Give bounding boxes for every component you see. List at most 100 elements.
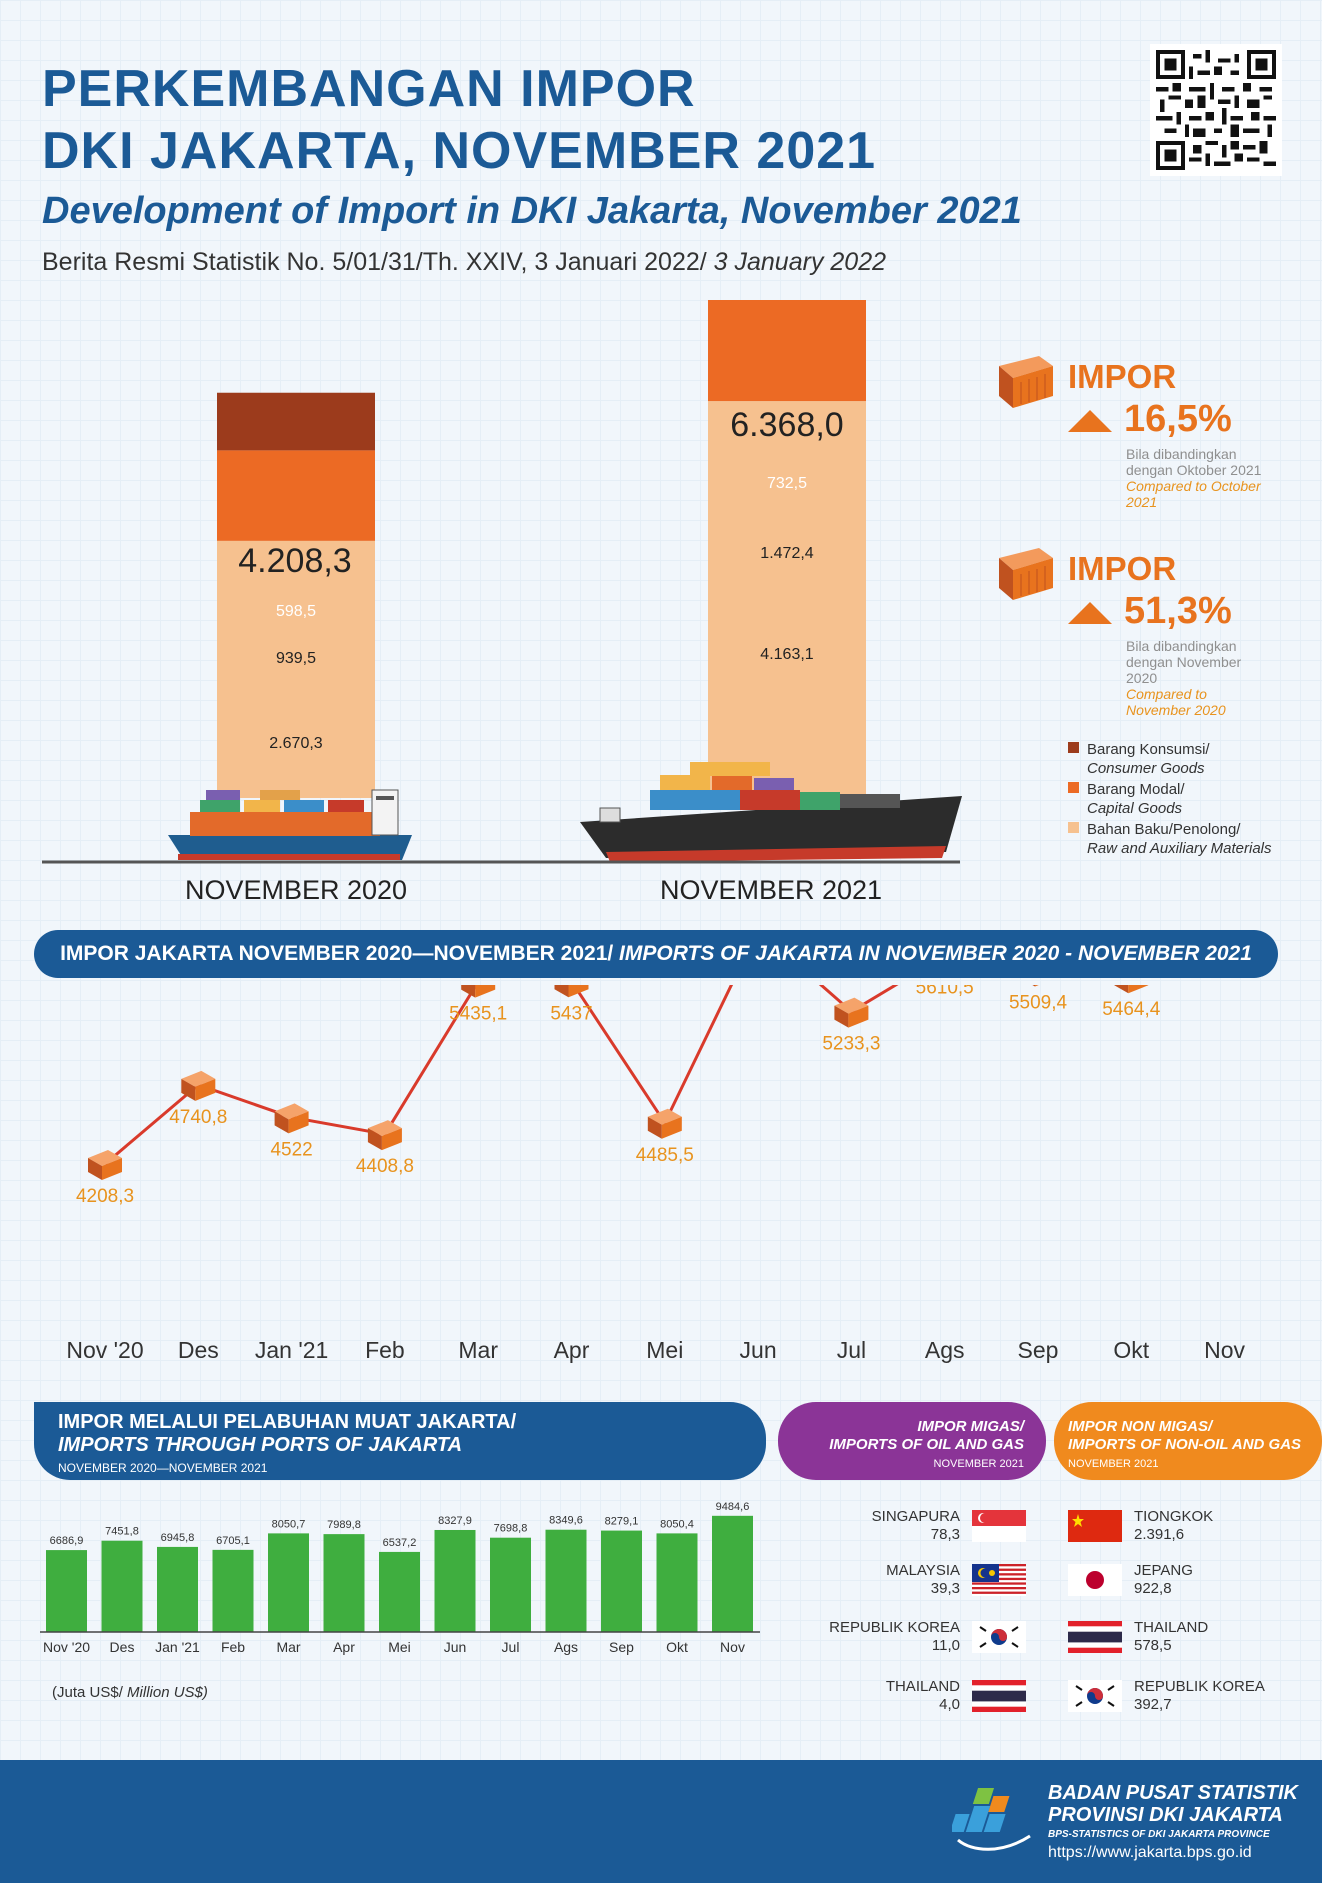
x-tick-label: Jul xyxy=(837,1337,866,1363)
x-tick-label: Jan '21 xyxy=(155,1639,200,1655)
footer-org: BADAN PUSAT STATISTIK PROVINSI DKI JAKAR… xyxy=(1048,1782,1298,1862)
data-label: 4740,8 xyxy=(169,1107,227,1128)
qr-code-icon[interactable] xyxy=(1150,44,1282,176)
country-name: TIONGKOK xyxy=(1134,1508,1214,1525)
country-name: REPUBLIK KOREA xyxy=(1134,1678,1265,1695)
growth-mom-note-id: Bila dibandingkan dengan Oktober 2021 xyxy=(1126,446,1262,478)
bar-value-label: 9484,6 xyxy=(716,1501,750,1513)
capital-goods-segment xyxy=(708,300,866,402)
nonoil-country-1: TIONGKOK 2.391,6 xyxy=(1134,1508,1314,1544)
x-tick-label: Mar xyxy=(276,1639,300,1655)
bar-value-label: 8327,9 xyxy=(438,1515,472,1527)
ports-unit: (Juta US$/ Million US$) xyxy=(52,1684,208,1701)
country-name: JEPANG xyxy=(1134,1562,1193,1579)
non-oil-gas-period: NOVEMBER 2021 xyxy=(1068,1458,1159,1470)
container-icon xyxy=(999,356,1053,408)
raw-materials-segment xyxy=(708,401,866,802)
data-label: 5509,4 xyxy=(1009,993,1068,1014)
port-bar xyxy=(712,1515,753,1632)
data-point-container-icon xyxy=(461,985,496,998)
data-label: 5435,1 xyxy=(449,1004,507,1025)
triangle-up-icon xyxy=(1068,602,1112,624)
country-value: 78,3 xyxy=(930,1526,960,1543)
data-point-container-icon xyxy=(834,997,869,1028)
x-tick-label: Mar xyxy=(458,1337,498,1363)
non-oil-gas-title-en: IMPORTS OF NON-OIL AND GAS xyxy=(1068,1436,1302,1453)
ports-unit-en: Million US$) xyxy=(122,1684,208,1701)
x-tick-label: Sep xyxy=(609,1639,634,1655)
ports-period: NOVEMBER 2020—NOVEMBER 2021 xyxy=(58,1461,268,1475)
x-tick-label: Okt xyxy=(1113,1337,1149,1363)
release-info: Berita Resmi Statistik No. 5/01/31/Th. X… xyxy=(42,248,886,277)
country-name: THAILAND xyxy=(1134,1619,1209,1636)
x-tick-label: Nov xyxy=(1204,1337,1245,1363)
country-value: 4,0 xyxy=(939,1696,960,1713)
legend-label-en: Capital Goods xyxy=(1087,800,1183,817)
malaysia-flag-icon xyxy=(972,1564,1026,1596)
ports-title-id: IMPOR MELALUI PELABUHAN MUAT JAKARTA/ xyxy=(58,1411,517,1433)
singapore-flag-icon xyxy=(972,1510,1026,1542)
release-text: Berita Resmi Statistik No. 5/01/31/Th. X… xyxy=(42,248,707,276)
port-bar xyxy=(46,1550,87,1632)
x-tick-label: Apr xyxy=(554,1337,590,1363)
port-bar xyxy=(434,1529,476,1632)
footer-org-line1: BADAN PUSAT STATISTIK xyxy=(1048,1782,1298,1804)
port-bar xyxy=(212,1549,254,1632)
non-oil-gas-title-id: IMPOR NON MIGAS/ xyxy=(1068,1418,1213,1435)
release-text-en: 3 January 2022 xyxy=(706,248,886,276)
thailand-flag-icon xyxy=(972,1680,1026,1712)
x-tick-label: Feb xyxy=(365,1337,405,1363)
ports-bar-chart: 6686,9 Nov '20 7451,8 Des 6945,8 Jan '21 6705,… xyxy=(40,1501,760,1655)
bar-value-label: 7698,8 xyxy=(494,1523,528,1535)
banner-text: IMPOR JAKARTA NOVEMBER 2020—NOVEMBER 202… xyxy=(60,942,620,965)
stacked-bar-group xyxy=(217,300,866,802)
period-2021-label: NOVEMBER 2021 xyxy=(659,875,883,905)
data-label: 5464,4 xyxy=(1102,999,1161,1020)
port-bar xyxy=(545,1529,587,1632)
ports-unit-id: (Juta US$/ xyxy=(52,1684,123,1701)
footer: BADAN PUSAT STATISTIK PROVINSI DKI JAKAR… xyxy=(0,1760,1322,1883)
port-bar xyxy=(379,1551,420,1632)
legend-label: Barang Modal/ xyxy=(1087,781,1185,798)
line-x-axis: Nov '20 Des Jan '21 Feb Mar Apr Mei Jun Jul Ags Se… xyxy=(66,1337,1245,1363)
oil-country-2: MALAYSIA 39,3 xyxy=(790,1562,960,1598)
oil-gas-header: IMPOR MIGAS/ IMPORTS OF OIL AND GAS NOVE… xyxy=(778,1402,1046,1480)
page-title: PERKEMBANGAN IMPOR DKI JAKARTA, NOVEMBER… xyxy=(42,58,876,182)
banner-text-en: IMPORTS OF JAKARTA IN NOVEMBER 2020 - NO… xyxy=(619,942,1252,965)
triangle-up-icon xyxy=(1068,410,1112,432)
non-oil-gas-header: IMPOR NON MIGAS/ IMPORTS OF NON-OIL AND … xyxy=(1054,1402,1322,1480)
x-tick-label: Des xyxy=(110,1639,135,1655)
bar-value-label: 8279,1 xyxy=(605,1516,639,1528)
x-tick-label: Mei xyxy=(646,1337,683,1363)
data-point-container-icon xyxy=(1114,985,1149,994)
total-2020: 4.208,3 xyxy=(238,542,352,580)
country-name: THAILAND xyxy=(885,1678,960,1695)
growth-mom-note-en: Compared to October 2021 xyxy=(1126,478,1261,510)
page-title-en: Development of Import in DKI Jakarta, No… xyxy=(42,190,1022,232)
country-value: 392,7 xyxy=(1134,1696,1172,1713)
ports-title-en: IMPORTS THROUGH PORTS OF JAKARTA xyxy=(58,1434,463,1456)
growth-mom-note: Bila dibandingkan dengan Oktober 2021 Com… xyxy=(1126,446,1266,510)
title-line-1: PERKEMBANGAN IMPOR xyxy=(42,60,696,118)
data-point-container-icon xyxy=(274,1103,309,1134)
x-tick-label: Nov '20 xyxy=(66,1337,143,1363)
raw-materials-segment xyxy=(217,540,375,798)
port-bar xyxy=(323,1534,365,1632)
data-point-container-icon xyxy=(554,985,589,998)
data-label: 4408,8 xyxy=(356,1156,414,1177)
legend-label-en: Consumer Goods xyxy=(1087,760,1205,777)
country-value: 2.391,6 xyxy=(1134,1526,1185,1543)
capital-2021-label: 1.472,4 xyxy=(760,545,814,562)
port-bar xyxy=(157,1546,198,1632)
port-bar xyxy=(656,1533,698,1632)
data-label: 4485,5 xyxy=(636,1145,694,1166)
footer-url[interactable]: https://www.jakarta.bps.go.id xyxy=(1048,1844,1252,1861)
x-tick-label: Mei xyxy=(388,1639,411,1655)
nonoil-country-2: JEPANG 922,8 xyxy=(1134,1562,1314,1598)
stacked-bars-section xyxy=(42,300,962,864)
korea-flag-icon xyxy=(972,1621,1026,1653)
data-point-container-icon xyxy=(367,1120,402,1151)
legend-item: Bahan Baku/Penolong/Raw and Auxiliary Ma… xyxy=(1068,820,1318,858)
capital-goods-segment xyxy=(217,450,375,541)
bps-logo-icon[interactable] xyxy=(952,1782,1042,1862)
